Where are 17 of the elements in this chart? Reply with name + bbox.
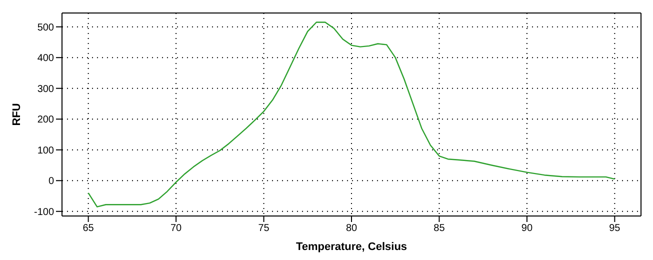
- y-tick-label: 300: [37, 84, 54, 95]
- y-tick-label: 500: [37, 22, 54, 34]
- y-tick-label: 0: [48, 176, 54, 188]
- x-tick-label: 85: [434, 223, 446, 234]
- x-tick-label: 75: [258, 223, 270, 234]
- y-axis-title: RFU: [10, 103, 23, 126]
- y-tick-label: 100: [37, 145, 54, 156]
- x-axis-title: Temperature, Celsius: [296, 241, 408, 253]
- x-tick-label: 90: [521, 223, 533, 234]
- x-tick-label: 70: [170, 223, 182, 234]
- x-tick-label: 80: [346, 223, 358, 234]
- y-tick-label: -100: [34, 206, 54, 218]
- y-tick-label: 400: [37, 53, 54, 64]
- x-tick-label: 95: [609, 223, 621, 234]
- y-tick-label: 200: [37, 114, 54, 126]
- x-tick-label: 65: [82, 223, 94, 234]
- line-series: [88, 22, 616, 208]
